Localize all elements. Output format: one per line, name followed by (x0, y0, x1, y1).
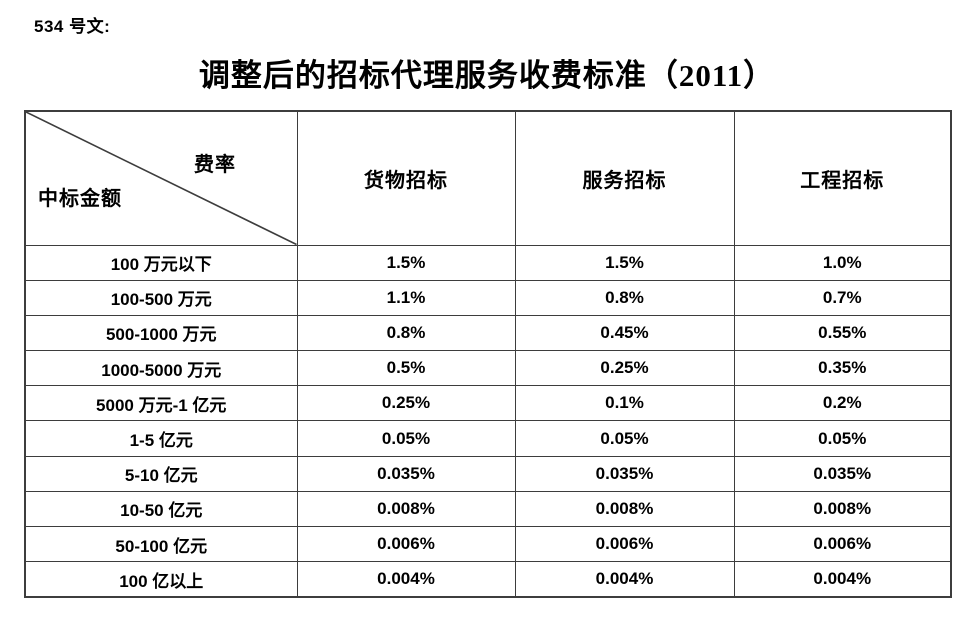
engineering-rate-cell: 0.05% (733, 420, 952, 457)
table-row: 100 万元以下 1.5% 1.5% 1.0% (24, 244, 952, 281)
amount-cell: 100 万元以下 (24, 244, 298, 281)
service-rate-cell: 1.5% (514, 244, 735, 281)
amount-cell: 1-5 亿元 (24, 420, 298, 457)
diagonal-divider-line (26, 112, 297, 245)
engineering-rate-cell: 1.0% (733, 244, 952, 281)
service-rate-cell: 0.8% (514, 279, 735, 316)
service-rate-cell: 0.004% (514, 561, 735, 598)
amount-cell: 500-1000 万元 (24, 314, 298, 352)
goods-rate-cell: 0.05% (296, 420, 516, 457)
engineering-rate-cell: 0.006% (733, 525, 952, 563)
fee-table: 费率 中标金额 货物招标 服务招标 工程招标 100 万元以下 1.5% 1.5% 1… (24, 110, 952, 598)
goods-rate-cell: 0.035% (296, 455, 516, 492)
corner-label-bid-amount: 中标金额 (38, 188, 122, 210)
goods-rate-cell: 0.008% (296, 490, 516, 528)
service-rate-cell: 0.45% (514, 314, 735, 352)
goods-rate-cell: 0.8% (296, 314, 516, 352)
header-row: 费率 中标金额 货物招标 服务招标 工程招标 (24, 110, 952, 246)
table-row: 5000 万元-1 亿元 0.25% 0.1% 0.2% (24, 385, 952, 422)
corner-label-rate: 费率 (194, 154, 236, 176)
page-title: 调整后的招标代理服务收费标准（2011） (198, 58, 776, 93)
service-rate-cell: 0.006% (514, 525, 735, 563)
engineering-rate-cell: 0.2% (733, 385, 952, 422)
amount-cell: 100 亿以上 (24, 561, 298, 598)
corner-header-cell: 费率 中标金额 (24, 110, 298, 246)
goods-rate-cell: 1.1% (296, 279, 516, 316)
service-rate-cell: 0.25% (514, 350, 735, 387)
engineering-rate-cell: 0.35% (733, 350, 952, 387)
amount-cell: 5-10 亿元 (24, 455, 298, 492)
service-rate-cell: 0.1% (514, 385, 735, 422)
goods-rate-cell: 0.5% (296, 350, 516, 387)
goods-rate-cell: 0.004% (296, 561, 516, 598)
column-header-goods-bidding: 货物招标 (296, 110, 516, 246)
column-header-service-bidding: 服务招标 (514, 110, 735, 246)
table-row: 5-10 亿元 0.035% 0.035% 0.035% (24, 455, 952, 492)
table-row: 1-5 亿元 0.05% 0.05% 0.05% (24, 420, 952, 457)
table-row: 10-50 亿元 0.008% 0.008% 0.008% (24, 490, 952, 528)
amount-cell: 10-50 亿元 (24, 490, 298, 528)
goods-rate-cell: 0.006% (296, 525, 516, 563)
service-rate-cell: 0.035% (514, 455, 735, 492)
table-row: 50-100 亿元 0.006% 0.006% 0.006% (24, 525, 952, 563)
engineering-rate-cell: 0.004% (733, 561, 952, 598)
table-row: 100 亿以上 0.004% 0.004% 0.004% (24, 561, 952, 598)
service-rate-cell: 0.05% (514, 420, 735, 457)
engineering-rate-cell: 0.7% (733, 279, 952, 316)
doc-number-label: 534 号文: (34, 17, 111, 36)
engineering-rate-cell: 0.035% (733, 455, 952, 492)
goods-rate-cell: 0.25% (296, 385, 516, 422)
goods-rate-cell: 1.5% (296, 244, 516, 281)
amount-cell: 5000 万元-1 亿元 (24, 385, 298, 422)
amount-cell: 1000-5000 万元 (24, 350, 298, 387)
table-row: 1000-5000 万元 0.5% 0.25% 0.35% (24, 350, 952, 387)
fee-table-body: 100 万元以下 1.5% 1.5% 1.0% 100-500 万元 1.1% 0.8% 0.… (24, 244, 952, 598)
amount-cell: 50-100 亿元 (24, 525, 298, 563)
column-header-engineering-bidding: 工程招标 (733, 110, 952, 246)
table-row: 100-500 万元 1.1% 0.8% 0.7% (24, 279, 952, 316)
engineering-rate-cell: 0.55% (733, 314, 952, 352)
table-row: 500-1000 万元 0.8% 0.45% 0.55% (24, 314, 952, 352)
service-rate-cell: 0.008% (514, 490, 735, 528)
amount-cell: 100-500 万元 (24, 279, 298, 316)
engineering-rate-cell: 0.008% (733, 490, 952, 528)
